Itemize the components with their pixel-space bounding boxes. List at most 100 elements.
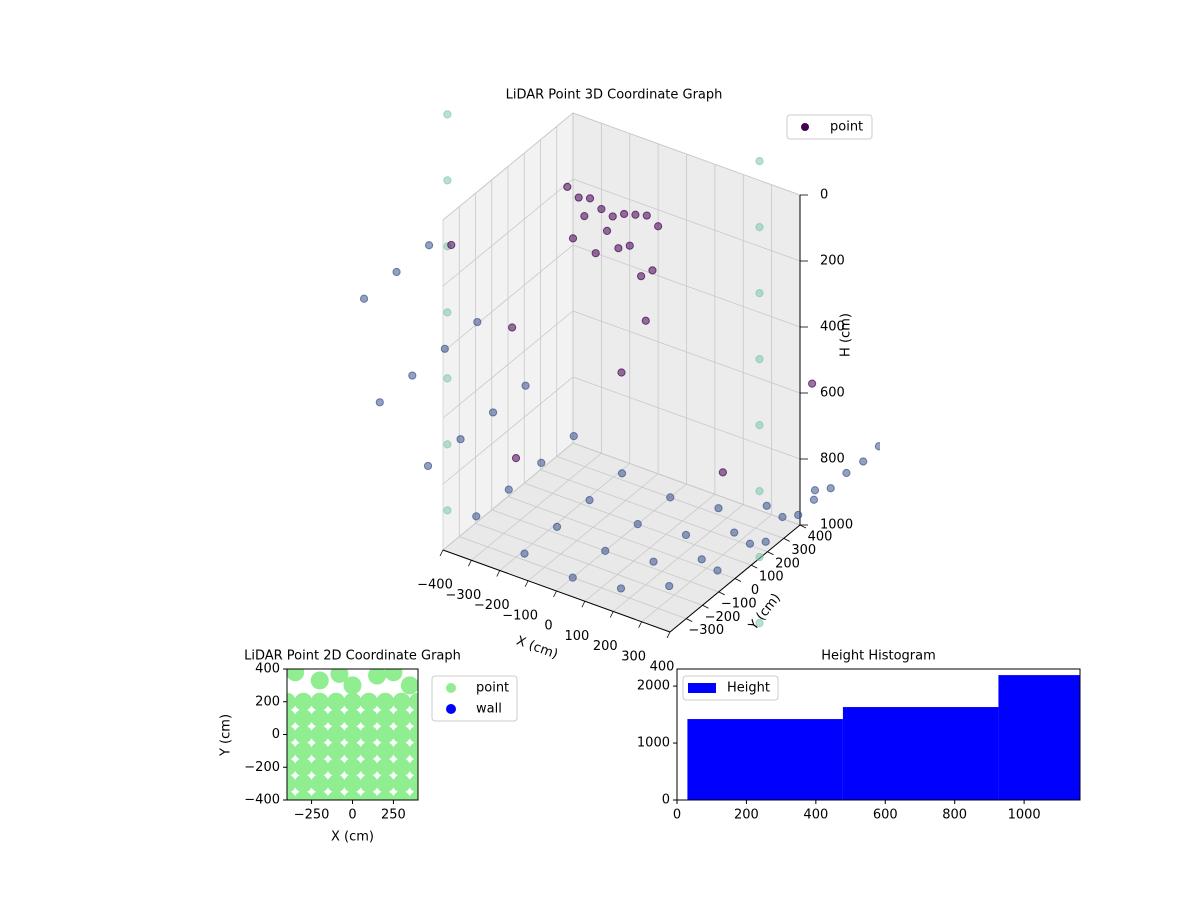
point (359, 294, 369, 303)
x-tick (638, 621, 642, 628)
x-tick-label: 300 (621, 649, 646, 664)
grid-line (572, 442, 801, 526)
point (359, 741, 378, 760)
point (616, 584, 626, 593)
point (714, 504, 723, 513)
point (294, 791, 313, 800)
point (392, 758, 411, 777)
grid-line (572, 376, 801, 460)
legend-marker (446, 683, 456, 693)
point (400, 676, 418, 695)
legend-label: Height (727, 681, 770, 696)
y-tick-label: −200 (705, 610, 741, 625)
y-tick (734, 578, 742, 582)
point (359, 692, 378, 711)
x-tick-label: 200 (734, 808, 759, 823)
point (619, 209, 629, 219)
point (327, 774, 346, 793)
point (409, 741, 418, 760)
point (585, 496, 594, 505)
z-tick-label: 200 (820, 254, 845, 269)
y-tick (751, 564, 758, 569)
point (504, 485, 513, 494)
point (755, 487, 764, 496)
point (648, 266, 657, 275)
point (882, 420, 889, 427)
y-axis-line (669, 524, 801, 633)
point (443, 176, 452, 185)
x-tick (496, 570, 501, 577)
point (713, 566, 722, 575)
point (343, 741, 362, 760)
point (310, 741, 329, 760)
y-tick-label: 0 (272, 727, 280, 742)
point (376, 774, 395, 793)
point (376, 709, 395, 728)
x-tick (468, 560, 472, 567)
legend-box (786, 114, 873, 140)
point (762, 501, 771, 510)
point (642, 211, 651, 220)
x-tick (609, 611, 614, 618)
scatter-points (287, 669, 418, 800)
point (287, 791, 296, 800)
point (718, 468, 727, 477)
point (794, 510, 803, 520)
point (591, 249, 600, 258)
x-tick-label: 0 (673, 808, 681, 823)
z-tick-label: 600 (820, 386, 845, 401)
point (730, 528, 739, 537)
point (761, 537, 770, 546)
point (409, 709, 418, 728)
x-axis-label: X (cm) (331, 830, 374, 845)
y-tick-label: −200 (244, 760, 280, 775)
point (859, 457, 868, 466)
point (327, 741, 346, 760)
legend-label: point (476, 681, 509, 696)
point (327, 692, 346, 711)
point (376, 725, 395, 744)
z-tick-label: 400 (820, 320, 845, 335)
point (633, 520, 642, 529)
point (443, 374, 452, 383)
y-tick-label: 300 (791, 543, 816, 558)
x-tick-label: 250 (381, 808, 406, 823)
point (409, 725, 418, 744)
grid-line (572, 310, 801, 394)
y-tick (702, 604, 709, 609)
point (327, 725, 346, 744)
point (294, 741, 313, 760)
point (310, 692, 329, 711)
legend-marker (446, 704, 456, 714)
point (330, 669, 349, 683)
grid-line (572, 178, 801, 262)
legend-label: point (830, 120, 863, 135)
z-tick-label: 1000 (820, 518, 853, 533)
point (666, 493, 675, 502)
point (665, 581, 674, 591)
point (456, 435, 465, 444)
point (392, 741, 411, 760)
x-tick-label: 200 (593, 639, 618, 654)
point (343, 725, 362, 744)
point (552, 522, 562, 531)
x-tick-label: −250 (294, 808, 330, 823)
point (392, 774, 411, 793)
point (343, 676, 362, 695)
point (602, 226, 612, 235)
chart-title: Height Histogram (821, 649, 936, 664)
point (654, 222, 663, 231)
x-tick-label: 600 (873, 808, 898, 823)
y-tick (783, 538, 790, 542)
point (444, 45, 451, 52)
point (409, 774, 418, 793)
point (808, 379, 817, 388)
point (563, 182, 572, 191)
point (359, 725, 378, 744)
point (384, 669, 403, 682)
point-cloud (359, 45, 889, 628)
point (614, 244, 623, 253)
y-tick-label: 200 (255, 694, 280, 709)
x-tick (553, 590, 557, 598)
